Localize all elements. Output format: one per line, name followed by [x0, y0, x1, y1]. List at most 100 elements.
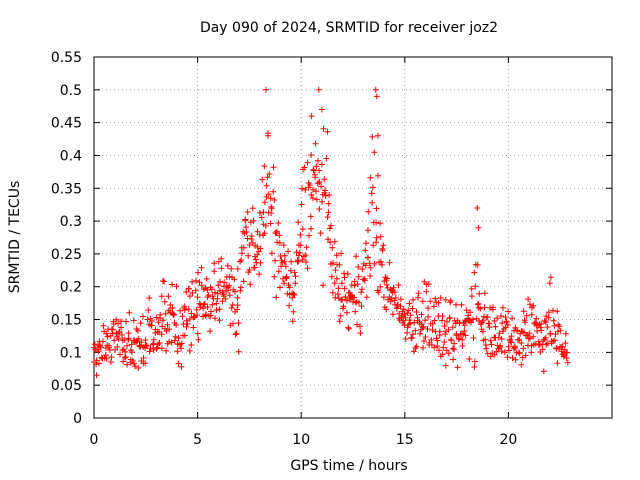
y-tick-label: 0.45 [51, 116, 82, 132]
data-point [295, 252, 302, 259]
x-tick-label: 5 [193, 432, 202, 448]
data-point [179, 313, 186, 320]
data-point [341, 285, 348, 292]
data-point [445, 350, 452, 357]
data-point [429, 327, 436, 333]
data-point [351, 282, 358, 289]
data-point [408, 335, 415, 342]
data-point [425, 305, 432, 312]
data-point [263, 182, 270, 189]
data-point [234, 294, 241, 301]
data-point [406, 317, 413, 324]
data-point [392, 294, 399, 301]
y-tick-label: 0.05 [51, 378, 82, 394]
data-point [150, 346, 157, 353]
data-point [471, 358, 478, 365]
data-point [249, 205, 256, 212]
data-point [497, 342, 504, 349]
y-tick-label: 0.2 [60, 280, 82, 296]
data-point [93, 361, 100, 368]
data-point [518, 361, 525, 368]
data-point [486, 324, 493, 331]
data-point [503, 318, 510, 325]
data-point [333, 275, 340, 282]
data-point [562, 340, 569, 347]
data-point [303, 259, 309, 265]
data-point [237, 284, 244, 291]
data-point [235, 348, 242, 355]
data-point [525, 335, 532, 342]
data-point [196, 300, 203, 307]
data-point [405, 307, 412, 314]
data-point [323, 155, 330, 162]
data-point [509, 315, 516, 322]
data-point [373, 93, 380, 100]
data-point [336, 318, 343, 325]
data-point [224, 262, 231, 269]
data-point [302, 252, 309, 259]
data-point [510, 345, 517, 352]
data-point [106, 342, 113, 349]
data-point [502, 314, 509, 320]
data-point [292, 273, 299, 280]
data-point [474, 301, 481, 308]
data-point [414, 294, 421, 301]
data-point [518, 340, 525, 346]
data-point [374, 132, 381, 139]
data-point [476, 290, 483, 297]
data-point [425, 281, 432, 287]
data-point [118, 324, 125, 331]
data-point [355, 273, 362, 280]
y-axis-label: SRMTID / TECUs [7, 181, 23, 294]
data-point [468, 293, 475, 300]
data-point [328, 273, 335, 280]
data-point [494, 315, 501, 322]
data-point [310, 167, 317, 174]
data-point [261, 230, 268, 237]
data-point [137, 320, 144, 327]
data-point [271, 197, 278, 203]
data-point [304, 265, 311, 272]
data-point [178, 340, 185, 347]
data-point [387, 298, 394, 305]
data-point [329, 289, 336, 296]
data-point [208, 308, 214, 315]
data-point [231, 276, 238, 283]
data-point [100, 338, 106, 345]
data-point [267, 220, 274, 227]
data-point [329, 244, 336, 251]
data-point [174, 348, 181, 355]
y-tick-label: 0.1 [60, 345, 82, 361]
data-point [359, 266, 366, 273]
data-point [466, 356, 473, 362]
data-point [469, 316, 476, 323]
data-point [166, 326, 173, 333]
y-tick-label: 0 [73, 411, 82, 427]
data-point [235, 320, 242, 326]
data-point [228, 305, 235, 311]
data-point [264, 174, 271, 181]
data-point [353, 253, 360, 260]
data-point [377, 220, 384, 227]
data-point [217, 278, 224, 285]
data-point [343, 309, 350, 316]
data-point [391, 297, 398, 304]
data-point [397, 296, 404, 303]
data-point [539, 341, 546, 348]
data-point [302, 186, 309, 193]
data-point [533, 315, 540, 322]
data-point [339, 296, 346, 303]
data-point [459, 336, 466, 343]
data-point [410, 296, 417, 303]
data-point [158, 331, 165, 338]
data-point [325, 200, 332, 207]
data-point [122, 354, 129, 360]
data-point [546, 280, 553, 287]
data-point [246, 241, 253, 248]
data-point [474, 261, 481, 268]
data-point [216, 306, 223, 313]
data-point [218, 265, 225, 272]
data-point [246, 266, 253, 273]
data-point [232, 331, 239, 338]
data-point [352, 308, 359, 315]
